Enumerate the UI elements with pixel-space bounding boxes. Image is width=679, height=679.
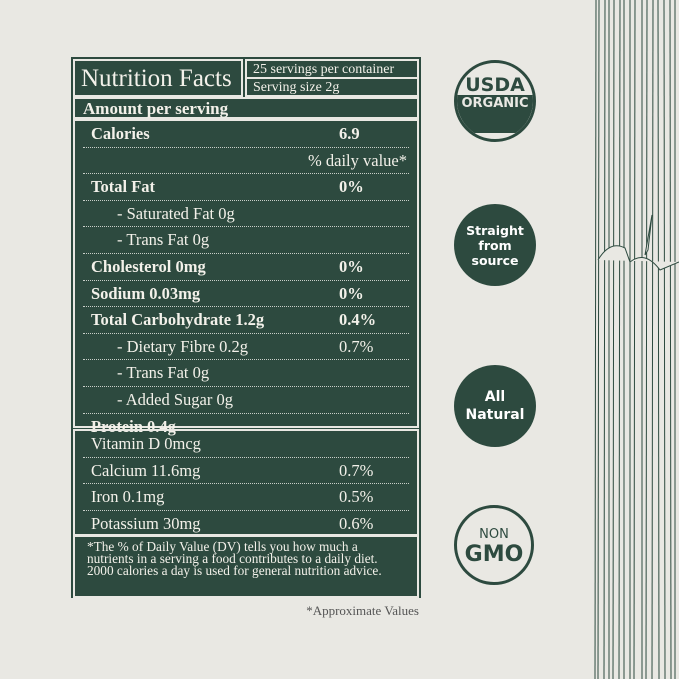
non-text: NON (479, 527, 509, 542)
nutrient-row: - Saturated Fat 0g (83, 201, 409, 228)
nutrient-table: Calories 6.9 % daily value* Total Fat 0% - … (73, 119, 419, 436)
nutrient-label: - Saturated Fat 0g (117, 203, 235, 223)
nutrient-row: - Dietary Fibre 0.2g 0.7% (83, 334, 409, 361)
vitamins-table: Vitamin D 0mcg Calcium 11.6mg 0.7% Iron 0.1… (73, 429, 419, 536)
vitamin-value: 0.7% (339, 460, 374, 480)
calories-value: 6.9 (339, 124, 360, 143)
footnote: *The % of Daily Value (DV) tells you how… (73, 535, 419, 598)
vitamin-row: Potassium 30mg 0.6% (83, 511, 409, 537)
nutrient-label: - Trans Fat 0g (117, 363, 210, 383)
natural-text: All Natural (465, 389, 525, 423)
nutrient-label: - Trans Fat 0g (117, 230, 210, 250)
nutrient-label: - Added Sugar 0g (117, 389, 233, 409)
vitamin-value: 0.5% (339, 487, 374, 507)
vitamin-label: Iron 0.1mg (91, 487, 165, 507)
calories-label: Calories (91, 124, 150, 143)
nutrient-value: 0% (339, 177, 364, 197)
calories-row: Calories 6.9 (83, 121, 409, 148)
usda-text: USDA (465, 74, 525, 96)
nutrient-value: 0% (339, 283, 364, 303)
vitamin-row: Calcium 11.6mg 0.7% (83, 458, 409, 485)
nutrition-title: Nutrition Facts (73, 59, 243, 97)
nutrient-row: - Added Sugar 0g (83, 387, 409, 414)
non-gmo-badge: NON GMO (454, 505, 534, 585)
nutrient-label: Sodium 0.03mg (91, 283, 201, 303)
vitamin-label: Vitamin D 0mcg (91, 434, 201, 453)
vitamin-label: Potassium 30mg (91, 513, 201, 533)
nutrient-value: 0.7% (339, 336, 374, 356)
nutrient-label: Total Fat (91, 177, 156, 197)
organic-text: ORGANIC (457, 95, 533, 133)
daily-value-header: % daily value* (83, 148, 409, 175)
nutrient-row: Total Carbohydrate 1.2g 0.4% (83, 307, 409, 334)
straight-from-source-badge: Straight from source (454, 204, 536, 286)
nutrient-label: Total Carbohydrate 1.2g (91, 310, 265, 330)
all-natural-badge: All Natural (454, 365, 536, 447)
nutrient-row: Total Fat 0% (83, 174, 409, 201)
gmo-text: GMO (464, 542, 524, 567)
vitamin-value: 0.6% (339, 513, 374, 533)
vitamin-row: Vitamin D 0mcg (83, 431, 409, 458)
straight-text: Straight from source (466, 222, 524, 268)
nutrition-facts-panel: Nutrition Facts 25 servings per containe… (71, 57, 421, 598)
approximate-values-note: *Approximate Values (306, 603, 419, 618)
nutrient-row: - Trans Fat 0g (83, 227, 409, 254)
bamboo-illustration (594, 0, 679, 679)
nutrient-label: - Dietary Fibre 0.2g (117, 336, 249, 356)
nutrient-value: 0.4% (339, 310, 377, 330)
serving-size: Serving size 2g (245, 77, 419, 97)
usda-organic-badge: USDA ORGANIC (454, 60, 536, 142)
vitamin-row: Iron 0.1mg 0.5% (83, 484, 409, 511)
vitamin-label: Calcium 11.6mg (91, 460, 201, 480)
nutrient-value: 0% (339, 256, 364, 276)
amount-per-serving: Amount per serving (73, 97, 419, 119)
servings-per-container: 25 servings per container (245, 59, 419, 79)
nutrient-row: Sodium 0.03mg 0% (83, 281, 409, 308)
nutrient-row: - Trans Fat 0g (83, 360, 409, 387)
nutrient-row: Cholesterol 0mg 0% (83, 254, 409, 281)
nutrient-label: Cholesterol 0mg (91, 256, 206, 276)
